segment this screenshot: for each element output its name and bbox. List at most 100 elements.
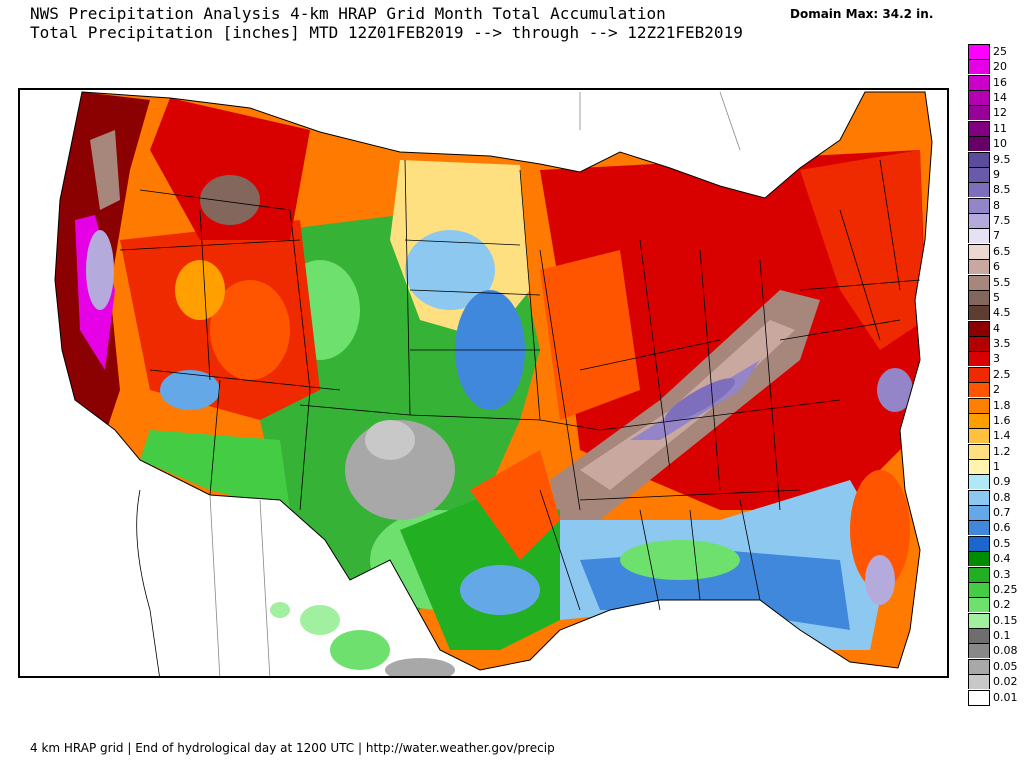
legend-swatch <box>968 689 990 705</box>
domain-max-label: Domain Max: 34.2 in. <box>790 7 934 21</box>
legend-swatch <box>968 412 990 428</box>
legend-swatch <box>968 59 990 75</box>
legend-swatch <box>968 566 990 582</box>
legend-label: 3.5 <box>993 337 1011 351</box>
legend-entry: 1 <box>968 458 1024 474</box>
legend-entry: 5 <box>968 289 1024 305</box>
legend-label: 8.5 <box>993 183 1011 197</box>
legend-swatch <box>968 366 990 382</box>
legend-swatch <box>968 166 990 182</box>
legend-entry: 9.5 <box>968 151 1024 167</box>
legend-entry: 16 <box>968 74 1024 90</box>
map-subtitle: Total Precipitation [inches] MTD 12Z01FE… <box>30 23 743 42</box>
precipitation-map <box>18 88 949 678</box>
legend-label: 1.2 <box>993 444 1011 458</box>
legend-entry: 8 <box>968 197 1024 213</box>
map-title: NWS Precipitation Analysis 4-km HRAP Gri… <box>30 4 666 23</box>
legend-swatch <box>968 551 990 567</box>
baja-coastline <box>136 489 160 676</box>
legend-swatch <box>968 443 990 459</box>
legend-label: 25 <box>993 45 1007 58</box>
legend-swatch <box>968 274 990 290</box>
legend-entry: 0.1 <box>968 628 1024 644</box>
legend-swatch <box>968 44 990 59</box>
legend-entry: 5.5 <box>968 274 1024 290</box>
legend-entry: 0.7 <box>968 505 1024 521</box>
legend-label: 0.25 <box>993 582 1018 596</box>
legend-label: 8 <box>993 198 1000 212</box>
legend-swatch <box>968 228 990 244</box>
legend-swatch <box>968 428 990 444</box>
legend-swatch <box>968 320 990 336</box>
legend-entry: 6 <box>968 259 1024 275</box>
legend-label: 0.1 <box>993 629 1011 643</box>
legend-label: 12 <box>993 106 1007 120</box>
legend-swatch <box>968 351 990 367</box>
legend-entry: 0.01 <box>968 689 1024 705</box>
legend-entry: 0.8 <box>968 489 1024 505</box>
legend-label: 0.05 <box>993 659 1018 673</box>
legend-label: 6.5 <box>993 244 1011 258</box>
legend-entry: 0.08 <box>968 643 1024 659</box>
legend-swatch <box>968 336 990 352</box>
legend-label: 5 <box>993 290 1000 304</box>
footer-note: 4 km HRAP grid | End of hydrological day… <box>30 741 555 755</box>
precipitation-field <box>55 92 932 670</box>
legend-label: 2.5 <box>993 367 1011 381</box>
legend-swatch <box>968 213 990 229</box>
legend-swatch <box>968 397 990 413</box>
legend-entry: 10 <box>968 136 1024 152</box>
legend-label: 3 <box>993 352 1000 366</box>
legend-swatch <box>968 674 990 690</box>
legend-swatch <box>968 136 990 152</box>
legend-swatch <box>968 289 990 305</box>
legend-label: 0.6 <box>993 521 1011 535</box>
legend-label: 0.7 <box>993 506 1011 520</box>
legend-entry: 0.2 <box>968 597 1024 613</box>
legend-entry: 14 <box>968 90 1024 106</box>
legend-label: 0.2 <box>993 598 1011 612</box>
legend-entry: 3.5 <box>968 336 1024 352</box>
legend-swatch <box>968 474 990 490</box>
legend-label: 0.01 <box>993 690 1018 704</box>
out-of-domain-specks <box>270 602 455 676</box>
legend-label: 2 <box>993 383 1000 397</box>
legend-entry: 0.9 <box>968 474 1024 490</box>
legend-swatch <box>968 120 990 136</box>
legend-label: 0.08 <box>993 644 1018 658</box>
legend-swatch <box>968 243 990 259</box>
legend-entry: 0.02 <box>968 674 1024 690</box>
legend-entry: 0.4 <box>968 551 1024 567</box>
legend-swatch <box>968 535 990 551</box>
legend-label: 0.3 <box>993 567 1011 581</box>
legend-entry: 12 <box>968 105 1024 121</box>
legend-label: 0.8 <box>993 490 1011 504</box>
legend-swatch <box>968 489 990 505</box>
legend-swatch <box>968 458 990 474</box>
legend-entry: 0.5 <box>968 535 1024 551</box>
legend-swatch <box>968 90 990 106</box>
legend-label: 1.6 <box>993 413 1011 427</box>
legend-label: 0.02 <box>993 675 1018 689</box>
legend-label: 0.9 <box>993 475 1011 489</box>
legend-label: 9 <box>993 167 1000 181</box>
legend-label: 10 <box>993 137 1007 151</box>
legend-entry: 1.2 <box>968 443 1024 459</box>
legend-bottom-border <box>968 704 990 706</box>
legend-entry: 0.6 <box>968 520 1024 536</box>
legend-entry: 25 <box>968 44 1024 59</box>
legend-swatch <box>968 259 990 275</box>
legend-entry: 8.5 <box>968 182 1024 198</box>
legend-label: 1 <box>993 459 1000 473</box>
legend-entry: 20 <box>968 59 1024 75</box>
legend-entry: 2.5 <box>968 366 1024 382</box>
legend-swatch <box>968 197 990 213</box>
legend-entry: 0.25 <box>968 581 1024 597</box>
legend-label: 7.5 <box>993 214 1011 228</box>
legend-entry: 4 <box>968 320 1024 336</box>
legend-entry: 3 <box>968 351 1024 367</box>
legend-entry: 1.4 <box>968 428 1024 444</box>
legend-label: 11 <box>993 121 1007 135</box>
legend-entry: 0.05 <box>968 658 1024 674</box>
legend-swatch <box>968 505 990 521</box>
